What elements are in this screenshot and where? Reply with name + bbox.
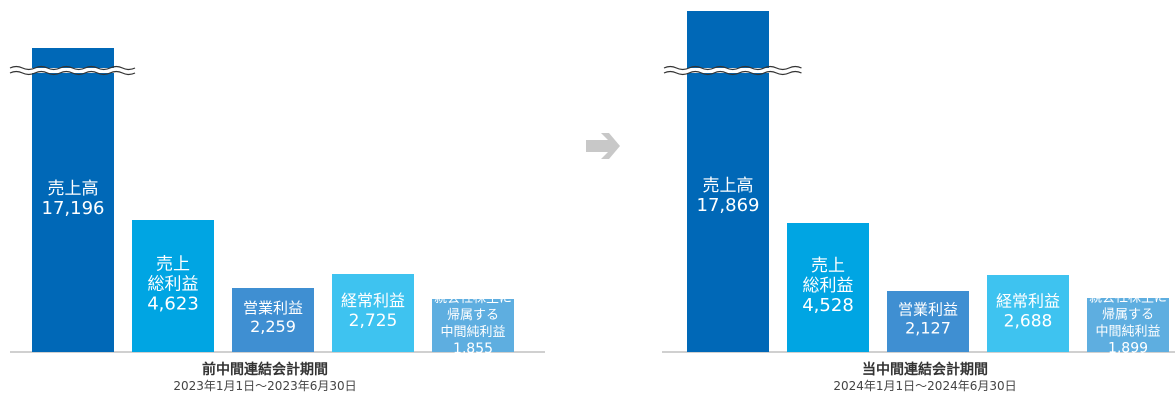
bar <box>332 274 414 352</box>
bar <box>887 291 969 352</box>
bar-value-label: 17,196 <box>42 198 105 219</box>
axis-break-wave <box>663 70 802 76</box>
bar-category-label: 経常利益 <box>996 291 1060 310</box>
bar <box>1087 298 1169 352</box>
axis-break-wave <box>9 65 136 71</box>
bar <box>987 275 1069 352</box>
bar-category-label: 経常利益 <box>341 291 405 310</box>
bar-category-label: 売上高 <box>703 176 754 196</box>
bar <box>787 223 869 352</box>
previous-period-caption: 前中間連結会計期間 2023年1月1日～2023年6月30日 <box>140 361 390 394</box>
bar-category-label: 売上 <box>156 255 190 275</box>
current-period-caption: 当中間連結会計期間 2024年1月1日～2024年6月30日 <box>795 361 1055 394</box>
bar <box>132 220 214 352</box>
bar-category-label: 親会社株主に <box>434 290 512 306</box>
bar-category-label: 売上高 <box>48 179 99 199</box>
bar-category-label: 中間純利益 <box>440 325 505 340</box>
bar-category-label: 総利益 <box>148 275 199 295</box>
current-period-title: 当中間連結会計期間 <box>862 362 988 378</box>
current-period-range: 2024年1月1日～2024年6月30日 <box>833 379 1017 393</box>
previous-period-range: 2023年1月1日～2023年6月30日 <box>173 379 357 393</box>
bar-category-label: 親会社株主に <box>1089 289 1167 305</box>
bar-value-label: 4,623 <box>147 294 199 315</box>
bar-value-label: 1,899 <box>1108 340 1148 356</box>
axis-break-gap <box>10 68 133 73</box>
arrow-right-icon <box>586 133 620 159</box>
bar-category-label: 総利益 <box>803 276 854 296</box>
bar <box>32 48 114 352</box>
bar-value-label: 2,688 <box>1004 311 1053 331</box>
bar-value-label: 17,869 <box>697 195 760 216</box>
bar-value-label: 2,259 <box>250 317 296 336</box>
bar-category-label: 営業利益 <box>898 301 958 319</box>
bar-category-label: 中間純利益 <box>1095 324 1160 339</box>
bar <box>432 299 514 352</box>
previous-period-title: 前中間連結会計期間 <box>202 362 328 378</box>
axis-break-wave <box>9 70 136 76</box>
bar-value-label: 2,127 <box>905 319 951 338</box>
bar-category-label: 帰属する <box>1102 306 1154 322</box>
bar-value-label: 4,528 <box>802 295 854 316</box>
axis-break-wave <box>663 65 802 71</box>
axis-break-gap <box>664 68 790 73</box>
bar <box>232 288 314 352</box>
bar-category-label: 営業利益 <box>243 299 303 317</box>
bar-value-label: 1,855 <box>453 341 493 357</box>
bar-category-label: 帰属する <box>447 307 499 323</box>
bar-category-label: 売上 <box>811 256 845 276</box>
bar-value-label: 2,725 <box>349 311 398 331</box>
